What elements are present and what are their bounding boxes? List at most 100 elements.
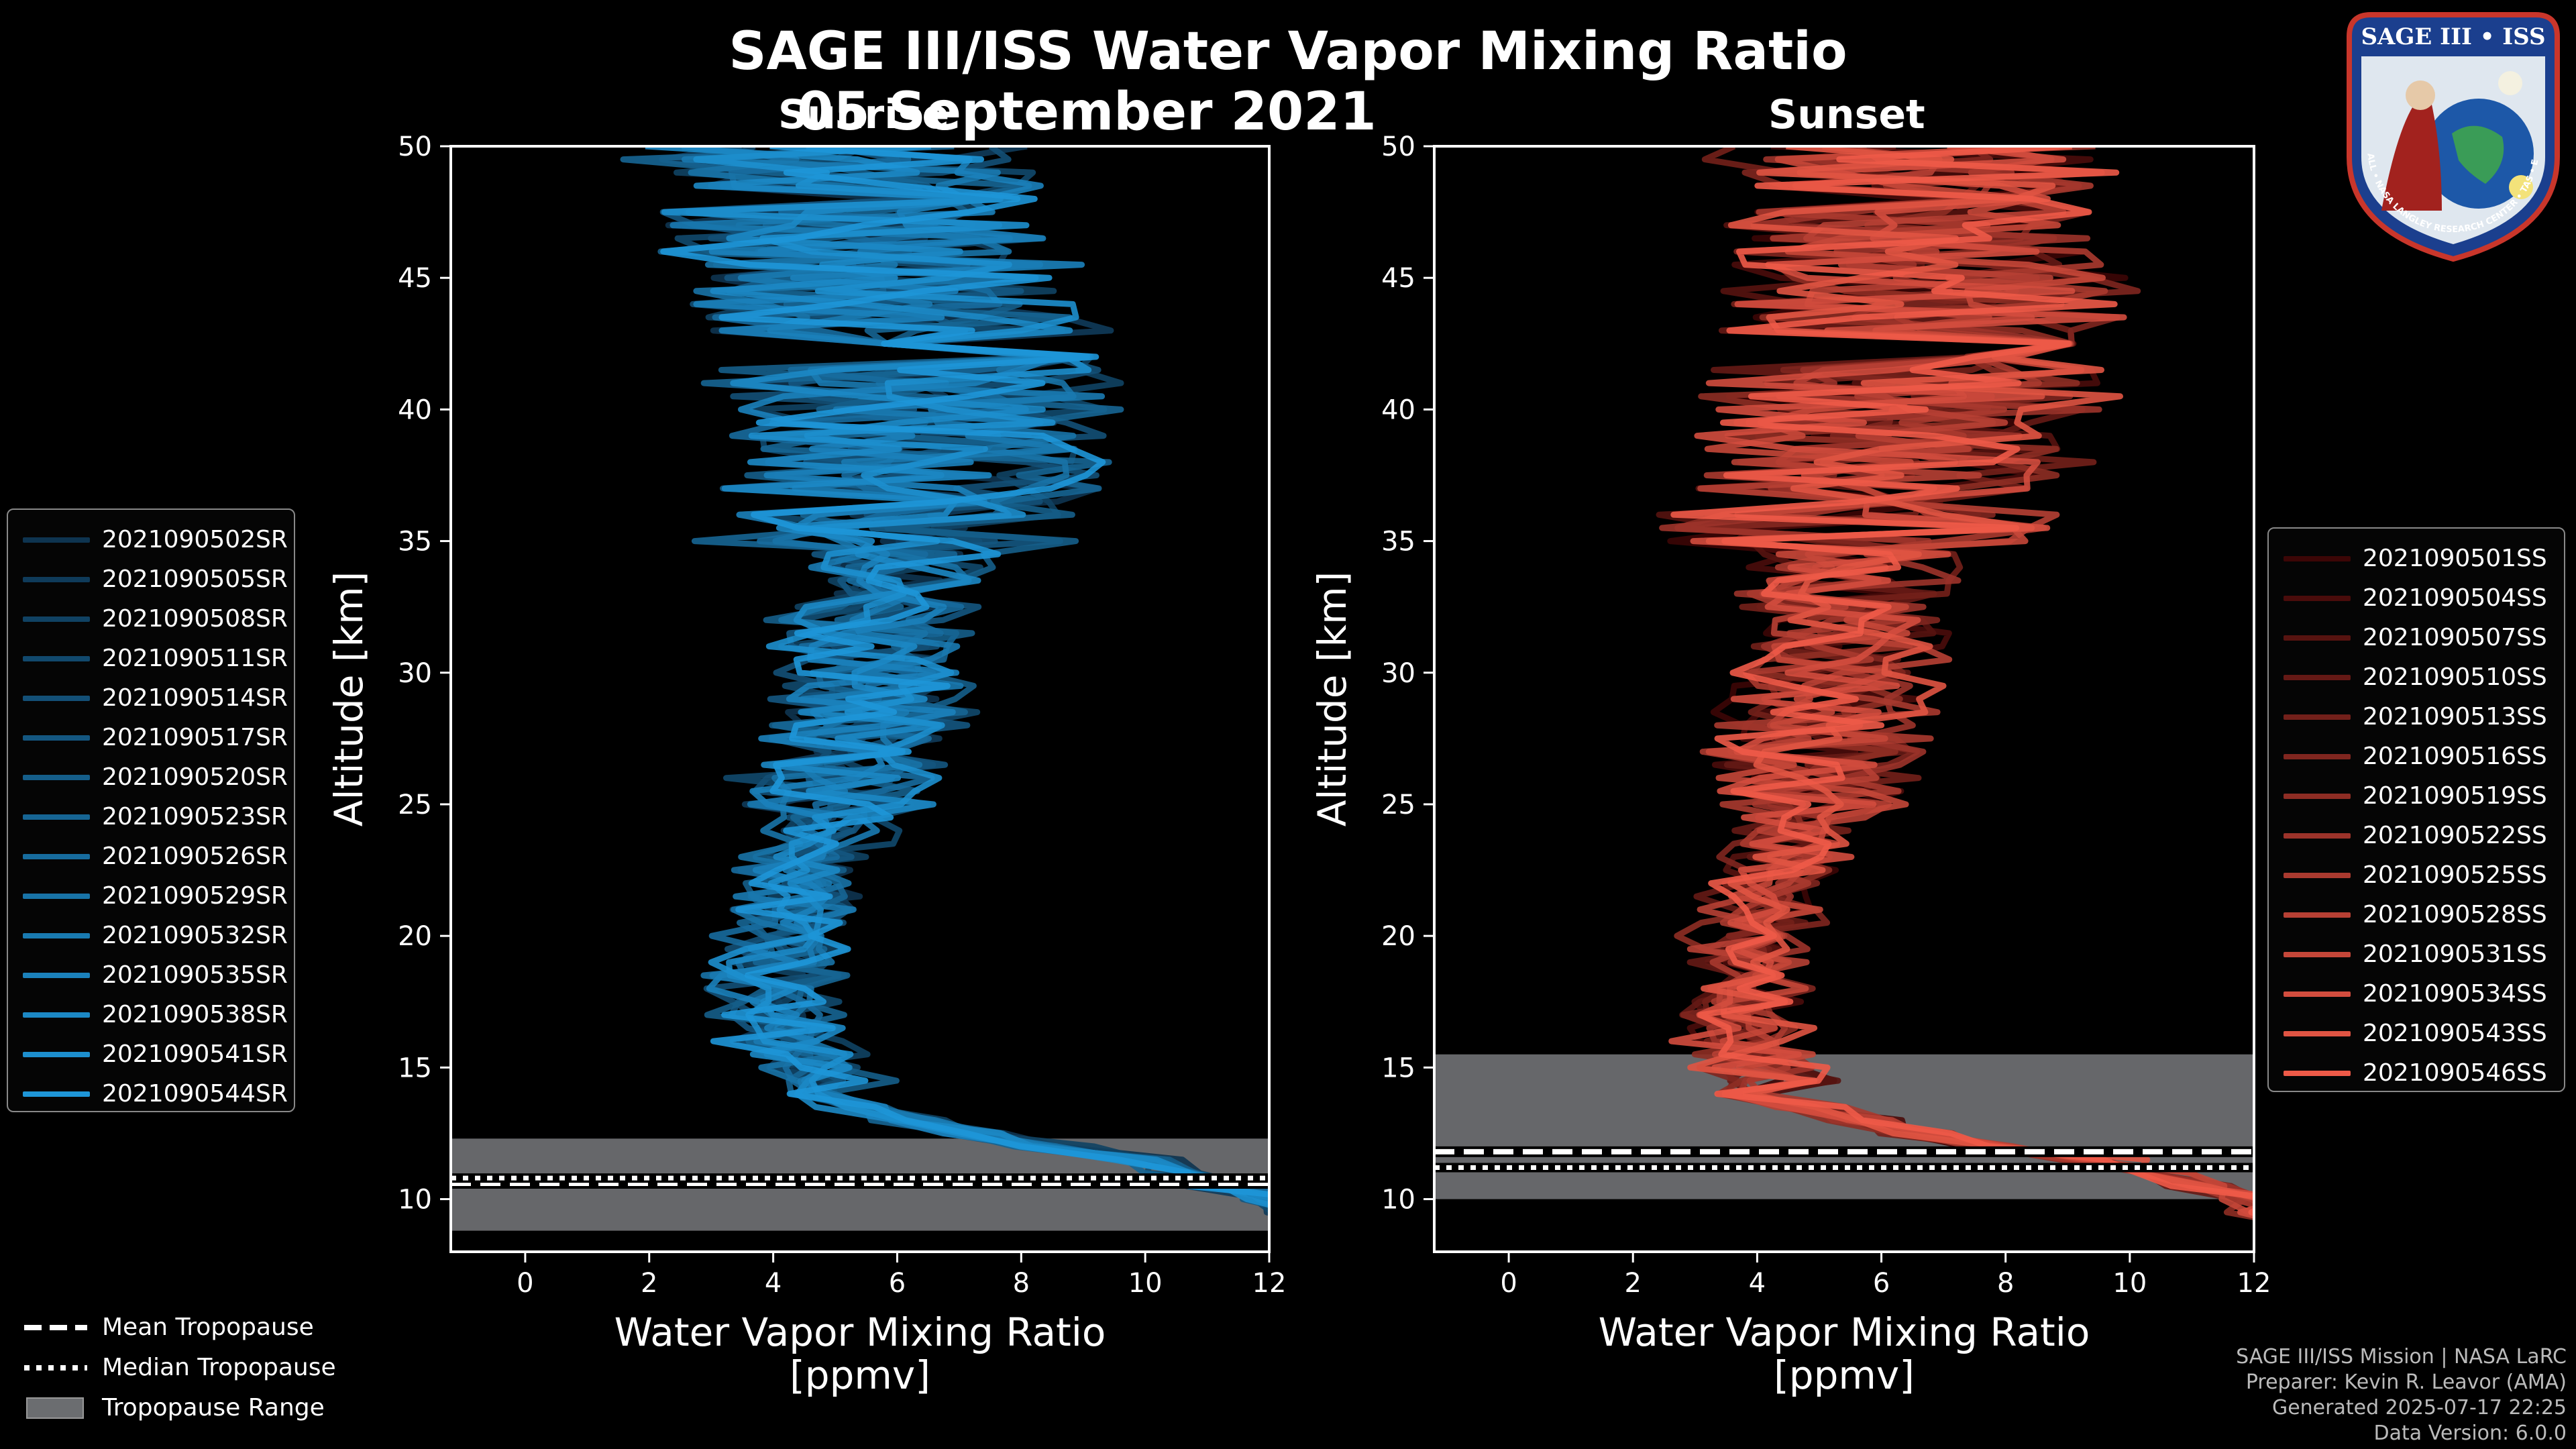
y-tick-label: 30: [1381, 658, 1415, 689]
x-tick-label: 6: [889, 1268, 906, 1299]
legend-line-swatch: [2284, 991, 2351, 997]
legend-label: 2021090531SS: [2363, 941, 2547, 968]
legend-mean-tropopause: Mean Tropopause: [20, 1308, 396, 1347]
legend-line-swatch: [23, 1091, 90, 1097]
legend-label: 2021090529SR: [102, 882, 288, 910]
legend-label: 2021090507SS: [2363, 624, 2547, 651]
profile-2021090525SS: [1699, 146, 2254, 1208]
credit-generated: Generated 2025-07-17 22:25: [2271, 1396, 2567, 1419]
dashed-line-swatch: [24, 1325, 87, 1330]
profile-2021090526SR: [708, 146, 1269, 1195]
legend-entry: 2021090544SR: [8, 1075, 294, 1114]
legend-label: 2021090504SS: [2363, 584, 2547, 612]
legend-label: 2021090538SR: [102, 1001, 288, 1028]
legend-line-swatch: [23, 814, 90, 820]
x-axis-label: Water Vapor Mixing Ratio: [1599, 1309, 2090, 1355]
sunset-title: Sunset: [1768, 91, 1925, 138]
y-axis-label: Altitude [km]: [1309, 572, 1355, 826]
legend-label: 2021090525SS: [2363, 861, 2547, 889]
y-tick-label: 45: [398, 263, 432, 294]
legend-label: 2021090514SR: [102, 684, 288, 712]
legend-line-swatch: [2284, 754, 2351, 759]
legend-median-tropopause: Median Tropopause: [20, 1348, 396, 1387]
legend-line-swatch: [2284, 833, 2351, 839]
legend-entry: 2021090511SR: [8, 639, 294, 678]
legend-line-swatch: [2284, 1031, 2351, 1036]
legend-line-swatch: [2284, 912, 2351, 918]
profile-2021090541SR: [661, 146, 1269, 1208]
y-tick-label: 40: [1381, 394, 1415, 425]
y-tick-label: 15: [398, 1053, 432, 1083]
panel-sunset: 0 2 4 6 8 10 12 10 15 20 25 30 35 40 45 50 Water Vapor M…: [1309, 131, 2271, 1398]
plot-frame: [449, 145, 1271, 1253]
legend-line-swatch: [2284, 1071, 2351, 1076]
profile-2021090544SR: [660, 146, 1269, 1197]
legend-entry: 2021090517SR: [8, 718, 294, 757]
y-tick-label: 50: [1381, 131, 1415, 162]
legend-label: 2021090523SR: [102, 803, 288, 830]
legend-line-swatch: [23, 1052, 90, 1057]
legend-label: 2021090513SS: [2363, 703, 2547, 731]
credit-version: Data Version: 6.0.0: [2373, 1421, 2567, 1445]
legend-entry: 2021090519SS: [2269, 777, 2564, 816]
profile-2021090546SS: [1670, 146, 2254, 1217]
chart-title: SAGE III/ISS Water Vapor Mixing Ratio: [729, 21, 1847, 82]
legend-label: 2021090526SR: [102, 843, 288, 870]
x-axis-label: [ppmv]: [790, 1352, 930, 1398]
legend-entry: 2021090514SR: [8, 679, 294, 718]
chart-date: 05 September 2021: [797, 82, 1377, 142]
legend-entry: 2021090531SS: [2269, 935, 2564, 974]
legend-entry: 2021090534SS: [2269, 975, 2564, 1014]
legend-line-swatch: [2284, 556, 2351, 561]
legend-line-swatch: [2284, 635, 2351, 641]
legend-line-swatch: [2284, 794, 2351, 799]
legend-line-swatch: [23, 1012, 90, 1018]
x-tick-label: 12: [1252, 1268, 1287, 1299]
y-tick-label: 50: [398, 131, 432, 162]
legend-entry: 2021090516SS: [2269, 737, 2564, 776]
legend-line-swatch: [2284, 596, 2351, 601]
legend-entry: 2021090513SS: [2269, 698, 2564, 737]
legend-label: 2021090535SR: [102, 961, 288, 989]
y-tick-label: 25: [398, 790, 432, 820]
x-tick-label: 4: [1749, 1268, 1766, 1299]
x-tick-label: 6: [1873, 1268, 1890, 1299]
legend-label: 2021090546SS: [2363, 1059, 2547, 1087]
legend-label: 2021090505SR: [102, 566, 288, 593]
legend-label: 2021090519SS: [2363, 782, 2547, 810]
legend-entry: 2021090526SR: [8, 837, 294, 876]
y-tick-label: 35: [398, 527, 432, 557]
tropopause-range: [1434, 1054, 2254, 1199]
legend-line-swatch: [23, 537, 90, 543]
range-patch-swatch: [26, 1397, 84, 1419]
legend-entry: 2021090528SS: [2269, 896, 2564, 934]
sage-iii-iss-logo: SAGE III • ISS BALL • NASA LANGLEY RESEA…: [2341, 9, 2560, 262]
legend-line-swatch: [2284, 675, 2351, 680]
sunrise-title: Sunrise: [778, 91, 950, 138]
legend-line-swatch: [23, 973, 90, 978]
x-tick-label: 0: [1500, 1268, 1517, 1299]
legend-label: 2021090517SR: [102, 724, 288, 751]
profile-lines: [620, 146, 1269, 1216]
legend-entry: 2021090532SR: [8, 916, 294, 955]
x-tick-label: 10: [1128, 1268, 1163, 1299]
legend-line-swatch: [23, 616, 90, 622]
panel-sunrise: 0 2 4 6 8 10 12 10 15 20 25 30 35 40 45 50 Water Vapor M…: [326, 131, 1287, 1398]
sunrise-legend: 2021090502SR 2021090505SR 2021090508SR 2021…: [7, 508, 295, 1112]
legend-label: 2021090522SS: [2363, 822, 2547, 849]
y-tick-label: 15: [1381, 1053, 1415, 1083]
legend-entry: 2021090538SR: [8, 996, 294, 1034]
y-axis-label: Altitude [km]: [326, 572, 372, 826]
legend-line-swatch: [23, 735, 90, 741]
legend-entry: 2021090543SS: [2269, 1014, 2564, 1053]
legend-entry: 2021090507SS: [2269, 619, 2564, 657]
legend-entry: 2021090535SR: [8, 956, 294, 995]
legend-line-swatch: [23, 656, 90, 661]
legend-line-swatch: [2284, 873, 2351, 878]
plot-frame: [1433, 145, 2255, 1253]
legend-label: 2021090516SS: [2363, 743, 2547, 770]
y-tick-label: 10: [398, 1185, 432, 1216]
y-tick-label: 10: [1381, 1185, 1415, 1216]
legend-entry: 2021090525SS: [2269, 856, 2564, 895]
legend-line-swatch: [23, 894, 90, 899]
